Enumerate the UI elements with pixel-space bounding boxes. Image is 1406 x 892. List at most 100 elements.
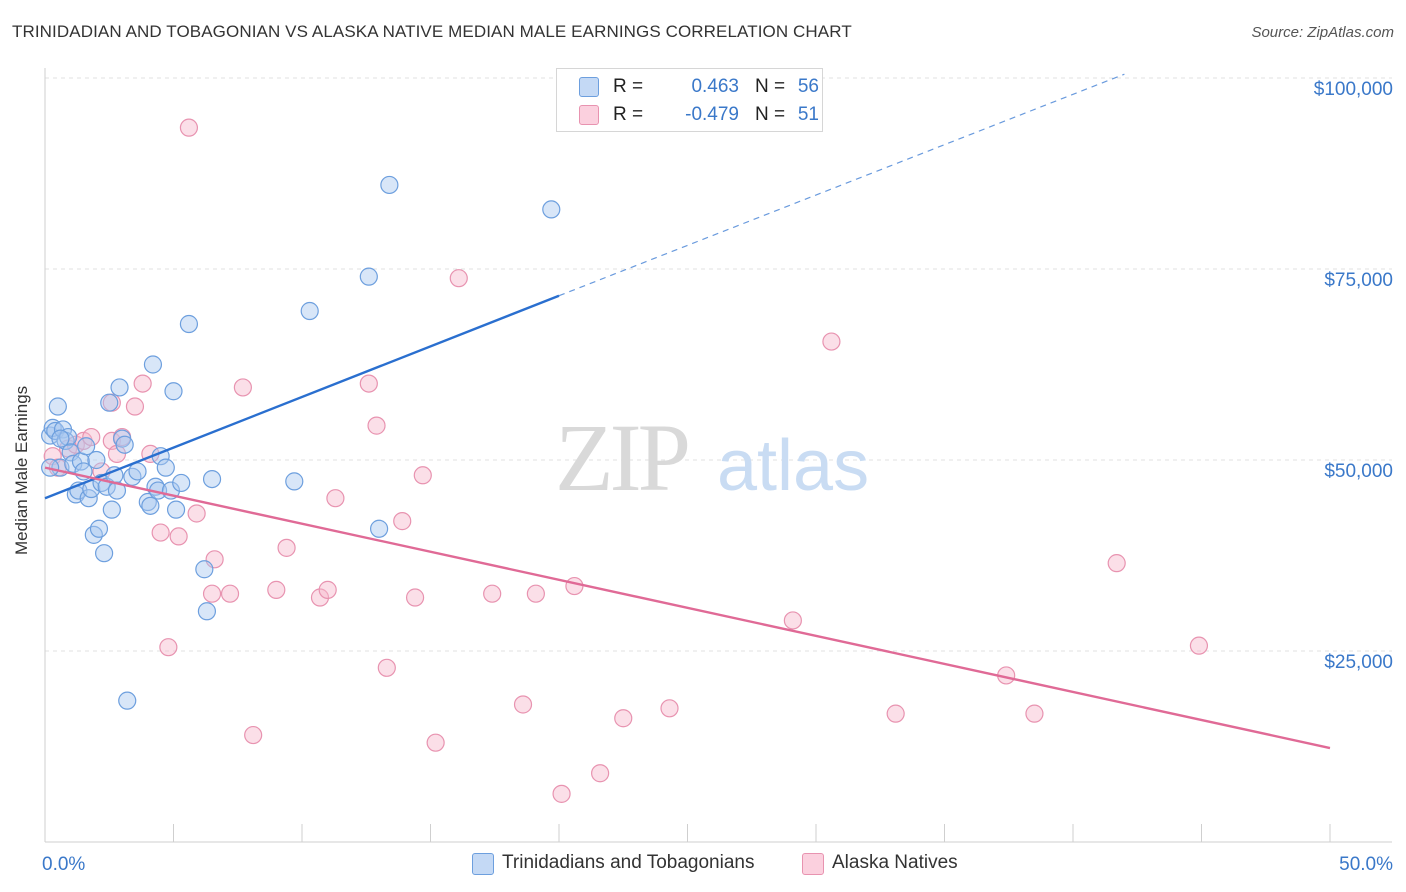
- series-trinidadians: [41, 175, 561, 710]
- y-tick-label: $50,000: [1324, 461, 1393, 482]
- legend-swatch-pink: [579, 105, 599, 125]
- legend-r-value: 0.463: [691, 76, 739, 97]
- bottom-legend-swatch-blue: [472, 853, 494, 875]
- data-point: [141, 496, 160, 515]
- trendline-pink: [44, 466, 1331, 750]
- data-point: [285, 472, 304, 491]
- legend-r-label: R =: [613, 76, 644, 97]
- data-point: [151, 523, 170, 542]
- data-point: [172, 473, 191, 493]
- data-point: [367, 416, 386, 435]
- data-point: [1025, 704, 1044, 723]
- data-point: [51, 429, 70, 448]
- data-point: [377, 658, 396, 677]
- data-point: [405, 588, 425, 607]
- data-point: [169, 527, 188, 546]
- data-point: [552, 784, 571, 803]
- data-point: [159, 638, 178, 657]
- source-label: Source: ZipAtlas.com: [1251, 24, 1394, 41]
- legend-swatch-blue: [579, 77, 599, 97]
- data-point: [107, 481, 127, 500]
- data-point: [614, 709, 633, 728]
- data-point: [380, 175, 399, 195]
- data-point: [48, 397, 67, 416]
- data-point: [542, 200, 561, 219]
- y-tick-label: $100,000: [1314, 79, 1393, 100]
- y-axis-label: Median Male Earnings: [12, 385, 31, 555]
- axes: [44, 68, 1392, 843]
- data-point: [318, 580, 337, 599]
- x-tick-label: 0.0%: [42, 854, 85, 875]
- data-point: [660, 699, 679, 718]
- data-point: [143, 355, 163, 374]
- y-tick-label: $25,000: [1324, 652, 1393, 673]
- data-point: [220, 584, 240, 603]
- watermark-zip: ZIP: [555, 404, 688, 511]
- data-point: [59, 427, 78, 447]
- x-tick-labels: 0.0% 50.0%: [42, 854, 1393, 875]
- data-point: [187, 504, 206, 523]
- data-point: [1107, 554, 1126, 573]
- data-point: [822, 332, 841, 351]
- data-point: [267, 580, 286, 599]
- data-point: [393, 512, 412, 531]
- data-point: [164, 382, 183, 401]
- data-point: [449, 269, 468, 288]
- data-point: [95, 544, 114, 563]
- correlation-legend: R = 0.463 N = 56 R = -0.479 N = 51: [556, 68, 823, 132]
- data-point: [783, 611, 802, 630]
- y-tick-labels: $25,000 $50,000 $75,000 $100,000: [1314, 79, 1393, 673]
- trendline-blue: [44, 294, 560, 500]
- data-point: [359, 374, 378, 393]
- x-tick-label: 50.0%: [1339, 854, 1393, 875]
- y-tick-label: $75,000: [1324, 270, 1393, 291]
- legend-n-value: 51: [797, 104, 819, 125]
- data-point: [326, 489, 345, 508]
- legend-n-label: N =: [755, 76, 786, 97]
- data-point: [413, 466, 432, 485]
- watermark-atlas: atlas: [717, 426, 869, 506]
- data-point: [110, 378, 129, 397]
- data-point: [513, 695, 533, 714]
- data-point: [82, 427, 101, 447]
- data-point: [591, 764, 610, 783]
- data-point: [102, 500, 121, 519]
- data-point: [123, 467, 142, 486]
- data-point: [202, 470, 222, 489]
- data-point: [100, 393, 119, 412]
- data-point: [179, 118, 199, 137]
- data-point: [310, 588, 330, 607]
- grid-lines: [45, 77, 1392, 652]
- legend-n-label: N =: [755, 104, 786, 125]
- data-point: [77, 437, 96, 456]
- data-point: [886, 704, 905, 723]
- data-point: [1189, 636, 1209, 655]
- data-point: [370, 519, 389, 538]
- data-point: [128, 462, 147, 481]
- data-point: [526, 584, 545, 603]
- legend-n-value: 56: [797, 76, 819, 97]
- data-point: [118, 691, 137, 710]
- data-point: [202, 584, 222, 603]
- data-point: [195, 560, 214, 579]
- trend-lines: [44, 73, 1331, 750]
- data-point: [300, 301, 319, 321]
- bottom-legend-swatch-pink: [802, 853, 824, 875]
- data-point: [244, 725, 263, 745]
- data-point: [426, 733, 445, 752]
- data-point: [179, 314, 199, 334]
- data-point: [565, 576, 584, 596]
- legend-r-label: R =: [613, 104, 644, 125]
- watermark: ZIP atlas: [555, 404, 869, 511]
- data-point: [89, 519, 109, 538]
- trendline-blue-extension: [558, 73, 1125, 297]
- data-point: [197, 602, 217, 621]
- data-point: [359, 267, 378, 286]
- chart-title: TRINIDADIAN AND TOBAGONIAN VS ALASKA NAT…: [12, 22, 852, 41]
- data-point: [483, 584, 502, 603]
- data-point: [87, 450, 106, 470]
- data-point: [156, 458, 175, 477]
- data-point: [61, 443, 80, 462]
- data-point: [233, 378, 252, 397]
